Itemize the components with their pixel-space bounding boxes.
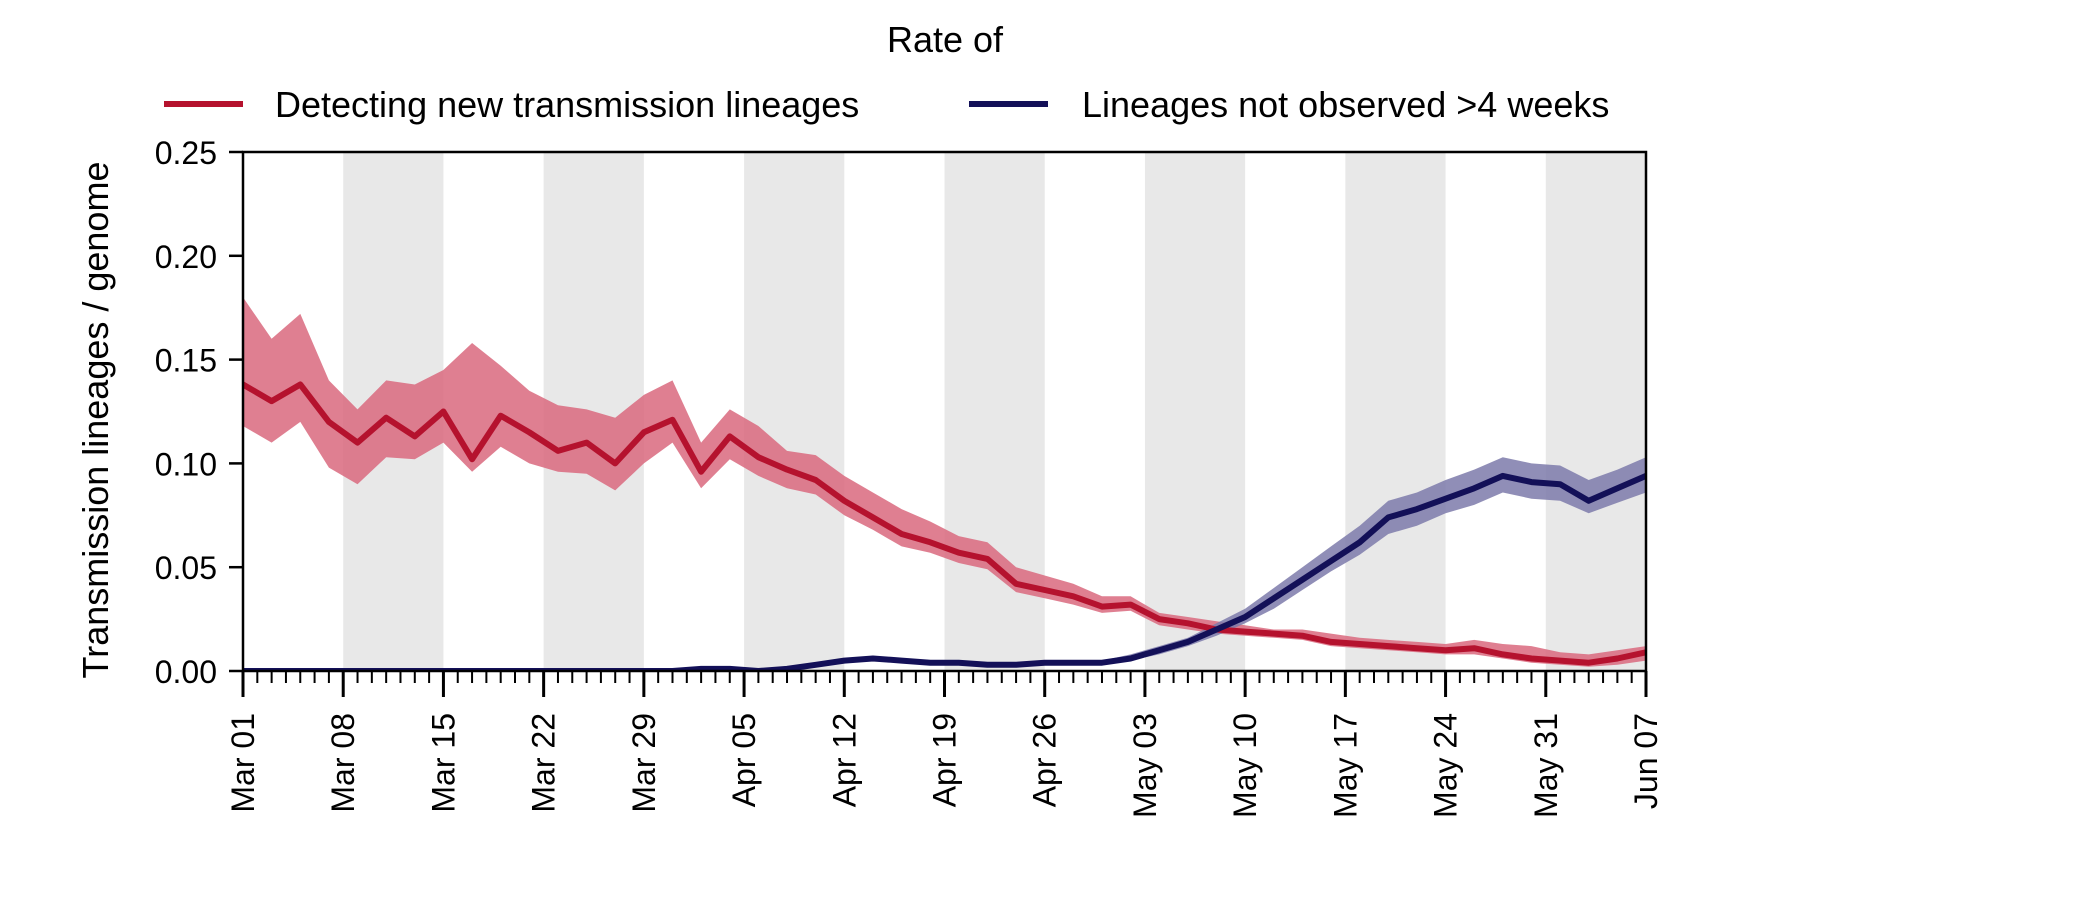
x-tick-label-3: Mar 22	[526, 713, 562, 813]
legend-label-detecting: Detecting new transmission lineages	[275, 84, 859, 125]
y-tick-label-2: 0.10	[155, 446, 217, 482]
series-line-1	[243, 472, 1646, 671]
y-tick-label-0: 0.00	[155, 654, 217, 690]
legend-title: Rate of	[887, 19, 1004, 60]
y-axis-label: Transmission lineages / genome	[75, 162, 116, 679]
x-tick-label-11: May 17	[1327, 713, 1363, 818]
y-tick-label-3: 0.15	[155, 343, 217, 379]
y-tick-label-5: 0.25	[155, 135, 217, 171]
x-tick-label-9: May 03	[1127, 713, 1163, 818]
series-lines	[243, 381, 1646, 671]
x-tick-label-13: May 31	[1528, 713, 1564, 818]
shaded-week-6	[1545, 152, 1646, 671]
legend-label-not-observed: Lineages not observed >4 weeks	[1082, 84, 1609, 125]
x-tick-label-4: Mar 29	[626, 713, 662, 813]
x-tick-label-10: May 10	[1227, 713, 1263, 818]
x-tick-label-1: Mar 08	[325, 713, 361, 813]
x-tick-label-7: Apr 19	[927, 713, 963, 807]
y-tick-label-1: 0.05	[155, 550, 217, 586]
x-tick-label-5: Apr 05	[726, 713, 762, 807]
y-tick-label-4: 0.20	[155, 239, 217, 275]
shaded-week-4	[1144, 152, 1246, 671]
x-tick-label-14: Jun 07	[1628, 713, 1664, 809]
x-tick-label-0: Mar 01	[225, 713, 261, 813]
week-shading	[343, 152, 1646, 671]
x-tick-label-12: May 24	[1428, 713, 1464, 818]
axes: 0.00 0.05 0.10 0.15 0.20 0.25 Mar 01 Mar 08 Mar …	[155, 135, 1664, 818]
x-tick-label-8: Apr 26	[1027, 713, 1063, 807]
series-line-0	[243, 381, 1646, 666]
shaded-week-5	[1345, 152, 1446, 671]
x-tick-label-6: Apr 12	[826, 713, 862, 807]
x-tick-label-2: Mar 15	[425, 713, 461, 813]
shaded-week-2	[744, 152, 845, 671]
